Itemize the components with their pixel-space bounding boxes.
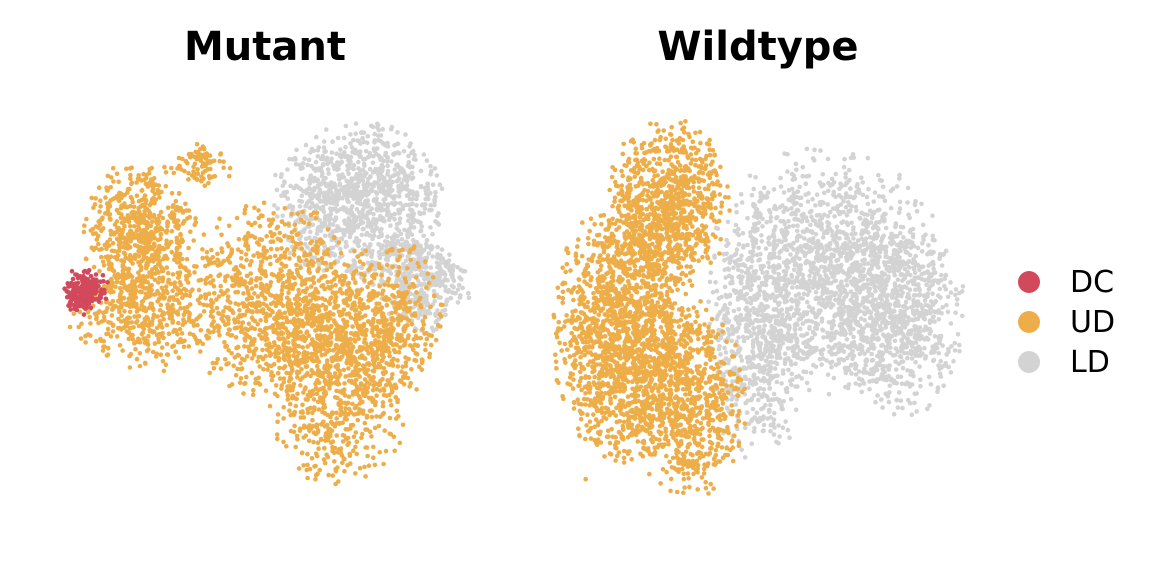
point-ld (434, 173, 440, 178)
point-ld (348, 141, 353, 146)
point-ld (388, 223, 393, 228)
panel-title-wildtype: Wildtype (657, 24, 859, 70)
point-ld (392, 143, 397, 148)
point-ld (736, 307, 742, 312)
point-ld (820, 235, 826, 240)
point-ld (275, 206, 281, 211)
point-ld (404, 183, 410, 188)
panel-title-mutant: Mutant (184, 24, 346, 70)
point-ld (274, 187, 280, 193)
point-ld (313, 159, 319, 165)
point-ld (800, 164, 806, 170)
point-ld (364, 140, 370, 146)
point-ld (873, 288, 878, 294)
point-ld (403, 258, 409, 264)
point-ld (351, 166, 356, 172)
point-ld (322, 233, 328, 239)
point-ld (407, 196, 413, 202)
point-ld (834, 224, 840, 230)
point-ld (421, 210, 427, 216)
series-ld (706, 146, 966, 460)
point-ld (844, 337, 850, 342)
point-ld (397, 194, 402, 199)
point-ld (363, 149, 369, 154)
point-ld (842, 156, 847, 162)
point-ld (738, 192, 744, 197)
point-ld (299, 193, 305, 198)
point-ld (361, 182, 367, 188)
point-ld (760, 216, 765, 222)
